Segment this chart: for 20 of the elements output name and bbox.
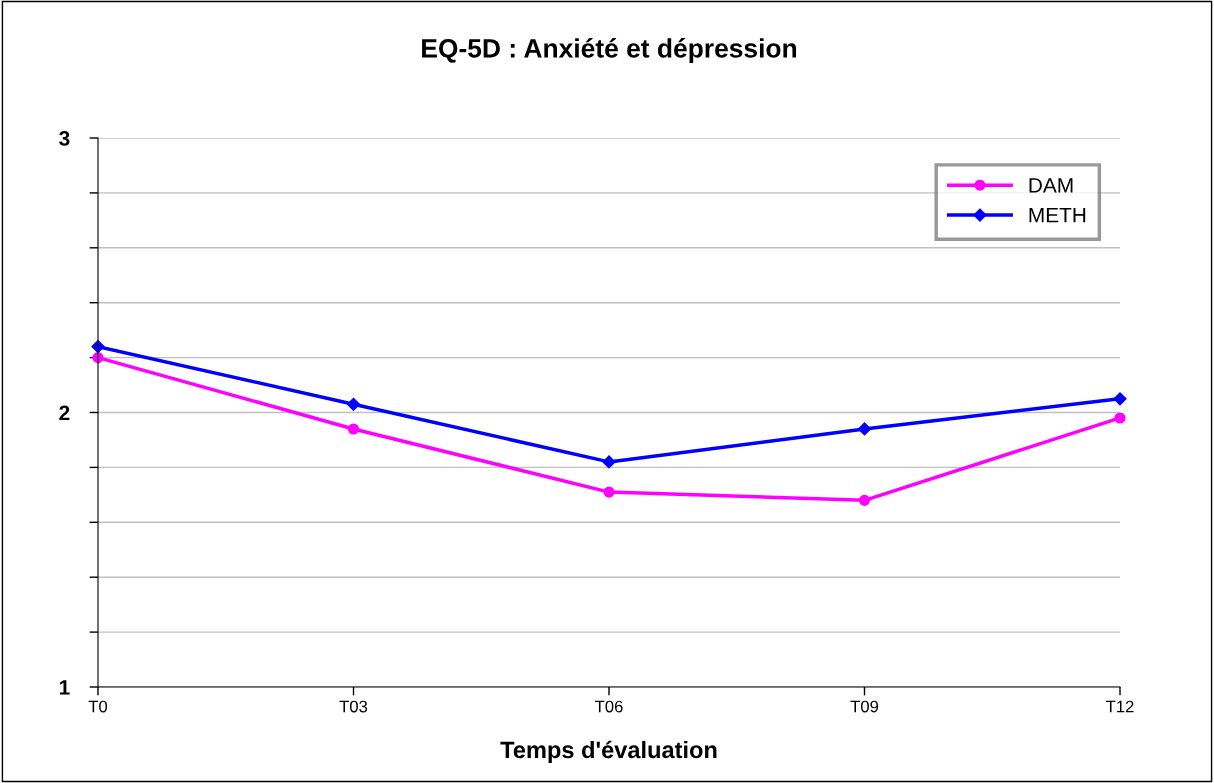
point xyxy=(1114,412,1126,424)
x-tick-label: T12 xyxy=(1106,700,1134,713)
point xyxy=(346,397,361,411)
chart-title: EQ-5D : Anxiété et dépression xyxy=(422,38,797,63)
x-tick-label: T03 xyxy=(339,700,368,713)
x-tick-label: T0 xyxy=(88,700,108,713)
point xyxy=(858,494,871,506)
x-tick-label: T06 xyxy=(595,700,623,713)
y-tick-label: 2 xyxy=(59,405,70,421)
x-axis-title: Temps d'évaluation xyxy=(500,740,717,763)
point xyxy=(602,455,616,469)
x-tick-label: T09 xyxy=(850,700,879,713)
point xyxy=(347,423,360,435)
y-tick-label: 3 xyxy=(59,131,70,146)
legend-label: DAM xyxy=(1029,178,1073,193)
point xyxy=(1113,392,1127,406)
point xyxy=(857,422,872,436)
point xyxy=(603,486,615,498)
legend-label: METH xyxy=(1029,207,1086,223)
y-tick-label: 1 xyxy=(59,680,70,695)
